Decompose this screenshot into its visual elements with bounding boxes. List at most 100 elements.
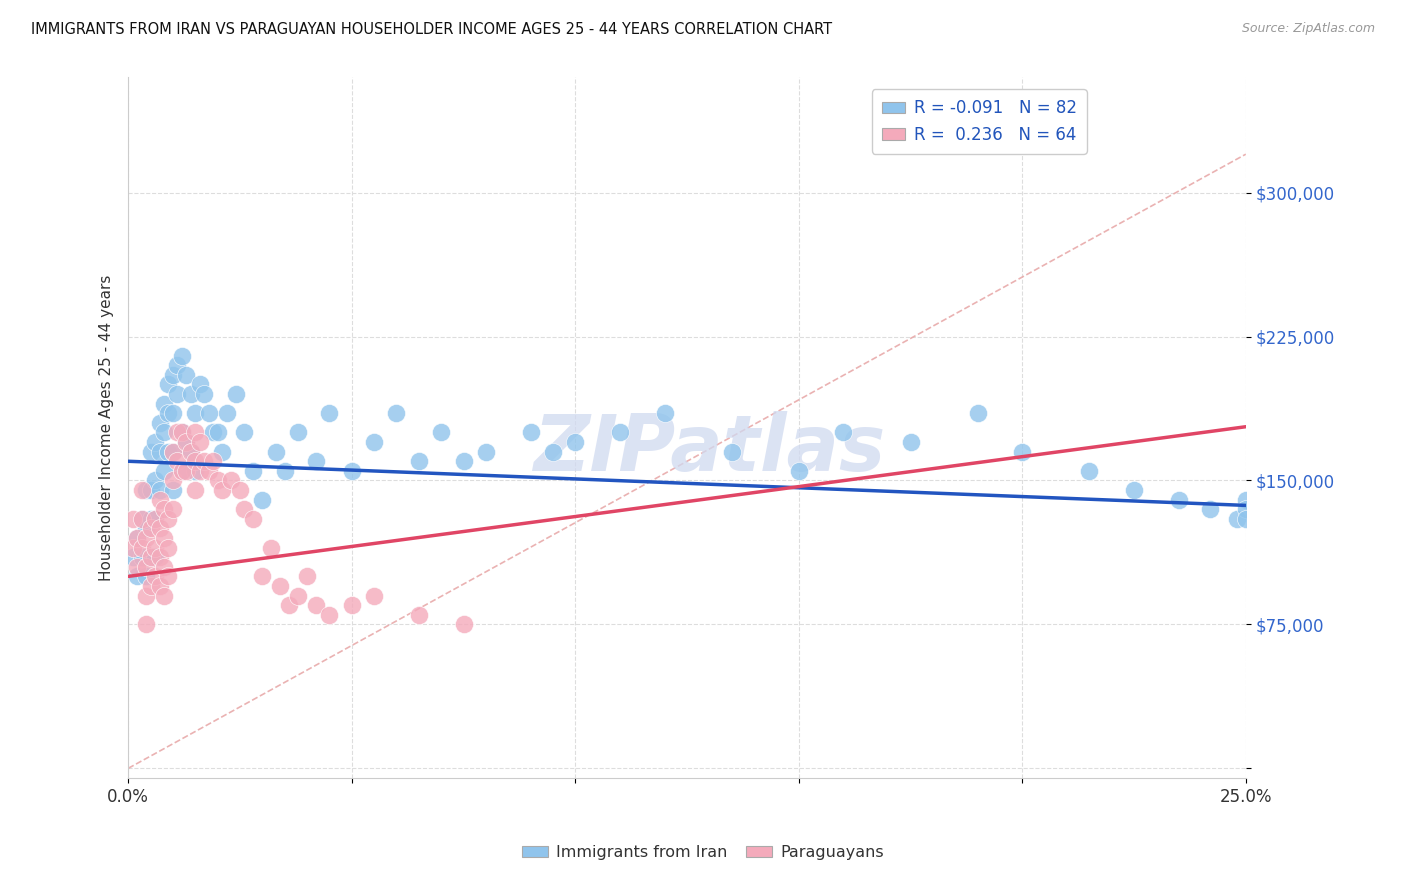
Point — [363, 589, 385, 603]
Point — [229, 483, 252, 497]
Point — [170, 425, 193, 440]
Point — [832, 425, 855, 440]
Point — [135, 559, 157, 574]
Point — [127, 531, 149, 545]
Point — [318, 607, 340, 622]
Point — [188, 377, 211, 392]
Point — [211, 444, 233, 458]
Point — [1226, 512, 1249, 526]
Point — [1011, 444, 1033, 458]
Point — [242, 464, 264, 478]
Point — [166, 387, 188, 401]
Point — [162, 483, 184, 497]
Point — [139, 550, 162, 565]
Point — [430, 425, 453, 440]
Point — [408, 454, 430, 468]
Point — [184, 464, 207, 478]
Point — [233, 502, 256, 516]
Point — [148, 521, 170, 535]
Point — [541, 444, 564, 458]
Point — [127, 559, 149, 574]
Y-axis label: Householder Income Ages 25 - 44 years: Householder Income Ages 25 - 44 years — [100, 275, 114, 581]
Point — [153, 589, 176, 603]
Point — [184, 454, 207, 468]
Point — [166, 454, 188, 468]
Point — [654, 406, 676, 420]
Point — [305, 454, 328, 468]
Point — [287, 589, 309, 603]
Point — [193, 387, 215, 401]
Point — [260, 541, 283, 555]
Point — [153, 464, 176, 478]
Point — [162, 474, 184, 488]
Point — [148, 416, 170, 430]
Point — [180, 444, 202, 458]
Point — [135, 483, 157, 497]
Point — [197, 406, 219, 420]
Point — [148, 444, 170, 458]
Point — [131, 512, 153, 526]
Point — [143, 550, 166, 565]
Point — [157, 569, 180, 583]
Point — [153, 559, 176, 574]
Point — [135, 569, 157, 583]
Point — [131, 541, 153, 555]
Point — [519, 425, 541, 440]
Point — [162, 444, 184, 458]
Point — [170, 464, 193, 478]
Point — [966, 406, 988, 420]
Point — [340, 598, 363, 612]
Point — [1123, 483, 1146, 497]
Point — [135, 531, 157, 545]
Point — [148, 492, 170, 507]
Point — [170, 464, 193, 478]
Point — [225, 387, 247, 401]
Point — [170, 349, 193, 363]
Point — [609, 425, 631, 440]
Point — [157, 406, 180, 420]
Text: Source: ZipAtlas.com: Source: ZipAtlas.com — [1241, 22, 1375, 36]
Point — [176, 435, 198, 450]
Point — [139, 444, 162, 458]
Point — [135, 521, 157, 535]
Point — [143, 474, 166, 488]
Point — [148, 579, 170, 593]
Point — [264, 444, 287, 458]
Point — [242, 512, 264, 526]
Point — [252, 492, 274, 507]
Point — [295, 569, 318, 583]
Point — [207, 474, 229, 488]
Point — [121, 541, 143, 555]
Point — [1234, 512, 1257, 526]
Point — [1199, 502, 1222, 516]
Point — [202, 454, 225, 468]
Point — [211, 483, 233, 497]
Point — [143, 512, 166, 526]
Point — [121, 550, 143, 565]
Point — [219, 474, 242, 488]
Point — [157, 541, 180, 555]
Point — [184, 483, 207, 497]
Point — [131, 512, 153, 526]
Point — [453, 454, 475, 468]
Text: ZIPatlas: ZIPatlas — [533, 410, 886, 487]
Point — [340, 464, 363, 478]
Point — [153, 425, 176, 440]
Point — [278, 598, 301, 612]
Point — [408, 607, 430, 622]
Point — [135, 589, 157, 603]
Point — [157, 444, 180, 458]
Point — [162, 502, 184, 516]
Point — [273, 464, 295, 478]
Point — [184, 425, 207, 440]
Point — [139, 579, 162, 593]
Point — [305, 598, 328, 612]
Point — [193, 454, 215, 468]
Point — [202, 425, 225, 440]
Point — [176, 435, 198, 450]
Point — [475, 444, 498, 458]
Point — [148, 483, 170, 497]
Point — [188, 435, 211, 450]
Point — [787, 464, 810, 478]
Point — [148, 550, 170, 565]
